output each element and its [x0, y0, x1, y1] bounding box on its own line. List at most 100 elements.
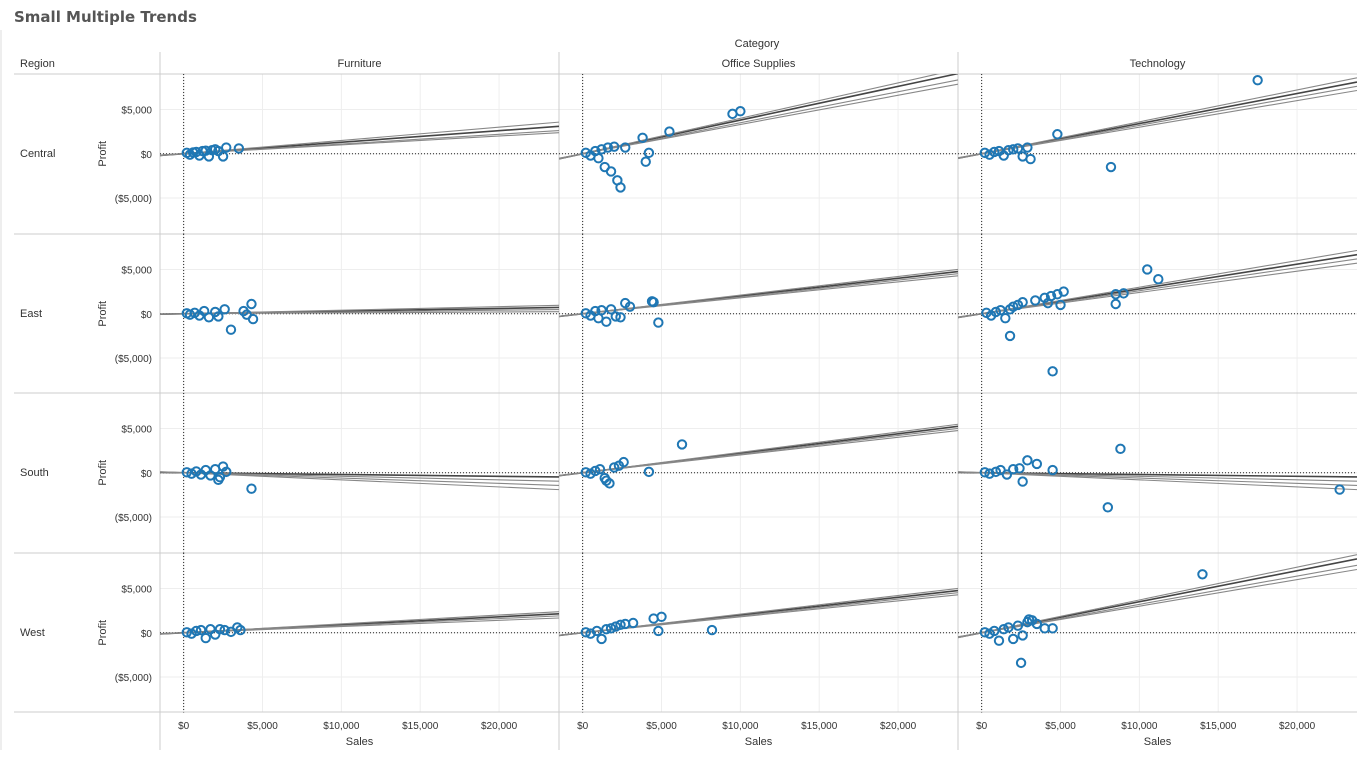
data-point: [580, 467, 592, 478]
column-header: Category: [735, 38, 780, 50]
trend-line: [160, 121, 559, 157]
data-point: [1014, 463, 1025, 474]
data-point: [1118, 288, 1129, 299]
data-point: [979, 467, 991, 478]
data-point: [596, 305, 607, 316]
trend-line: [559, 83, 958, 159]
data-point: [605, 304, 617, 315]
data-point: [615, 312, 626, 323]
x-tick-label: $10,000: [722, 721, 759, 732]
data-point: [1153, 273, 1164, 285]
x-tick-label: $0: [976, 721, 988, 732]
data-point: [1047, 366, 1058, 377]
data-point: [608, 462, 620, 473]
data-point: [979, 147, 991, 159]
data-point: [676, 439, 688, 450]
y-tick-label: ($5,000): [115, 354, 152, 365]
data-point: [1007, 301, 1019, 312]
data-point: [990, 306, 1002, 318]
column-label-technology: Technology: [1130, 58, 1186, 70]
data-point: [601, 475, 612, 486]
data-point: [1102, 502, 1114, 513]
y-axis-label: Profit: [97, 301, 109, 327]
data-point: [213, 311, 224, 322]
data-point: [1030, 295, 1041, 306]
row-header: Region: [20, 58, 55, 70]
x-tick-label: $0: [577, 721, 589, 732]
data-point: [221, 142, 232, 153]
column-label-office-supplies: Office Supplies: [722, 58, 796, 70]
data-point: [989, 625, 1000, 637]
row-label-east: East: [20, 308, 42, 320]
y-tick-label: $5,000: [121, 424, 152, 435]
data-point: [643, 466, 655, 478]
data-point: [184, 309, 196, 320]
data-point: [200, 632, 211, 644]
data-point: [181, 627, 193, 638]
data-point: [221, 466, 232, 478]
y-axis-label: Profit: [97, 460, 109, 486]
data-point: [640, 156, 651, 167]
trend-line: [958, 89, 1357, 159]
data-point: [618, 456, 629, 468]
y-tick-label: ($5,000): [115, 673, 152, 684]
row-label-central: Central: [20, 148, 55, 160]
data-point: [1055, 299, 1066, 311]
data-point: [247, 313, 259, 325]
data-point: [214, 471, 226, 483]
data-point: [181, 467, 193, 478]
data-point: [246, 298, 257, 310]
data-point: [610, 311, 621, 322]
data-point: [643, 147, 655, 159]
data-point: [1007, 633, 1019, 645]
data-point: [653, 317, 664, 328]
data-point: [1052, 129, 1063, 140]
trend-line: [559, 430, 958, 476]
x-tick-label: $20,000: [880, 721, 917, 732]
row-label-west: West: [20, 627, 45, 639]
x-tick-label: $20,000: [1279, 721, 1316, 732]
data-point: [1031, 458, 1043, 470]
data-point: [235, 624, 246, 636]
x-axis-label: Sales: [346, 736, 374, 748]
data-point: [706, 624, 718, 636]
x-tick-label: $10,000: [323, 721, 360, 732]
data-point: [615, 182, 626, 193]
data-point: [1017, 297, 1028, 308]
data-point: [1334, 484, 1345, 495]
data-point: [1000, 312, 1011, 324]
data-point: [735, 106, 746, 117]
data-point: [602, 142, 614, 153]
data-point: [1031, 618, 1043, 630]
data-point: [1015, 657, 1027, 669]
data-point: [615, 619, 626, 630]
data-point: [1007, 144, 1019, 155]
data-point: [605, 166, 617, 177]
data-point: [608, 141, 620, 152]
y-tick-label: ($5,000): [115, 194, 152, 205]
x-tick-label: $5,000: [1045, 721, 1076, 732]
data-point: [1105, 161, 1117, 173]
data-point: [1012, 620, 1024, 631]
y-tick-label: $5,000: [121, 265, 152, 276]
data-point: [1023, 614, 1035, 625]
data-point: [1058, 286, 1069, 297]
y-axis-label: Profit: [97, 141, 109, 167]
data-point: [596, 144, 607, 155]
data-point: [1004, 330, 1016, 342]
data-point: [1110, 298, 1121, 310]
y-tick-label: $5,000: [121, 105, 152, 116]
data-point: [627, 617, 639, 629]
data-point: [1115, 443, 1126, 455]
data-point: [610, 621, 621, 632]
column-label-furniture: Furniture: [337, 58, 381, 70]
x-tick-label: $15,000: [1200, 721, 1237, 732]
data-point: [984, 468, 995, 479]
data-point: [225, 324, 237, 335]
data-point: [998, 624, 1009, 635]
data-point: [989, 146, 1000, 158]
data-point: [993, 635, 1005, 646]
x-tick-label: $15,000: [402, 721, 439, 732]
page-title: Small Multiple Trends: [14, 8, 197, 26]
